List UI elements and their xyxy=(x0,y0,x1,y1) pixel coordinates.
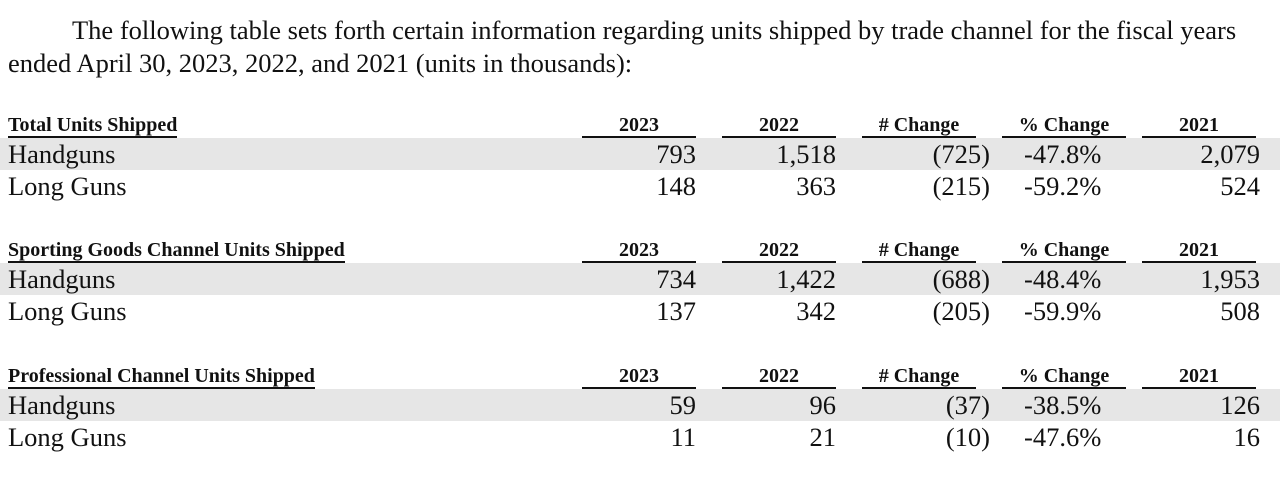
col-header-2022: 2022 xyxy=(722,365,836,389)
value-2022: 1,518 xyxy=(776,139,836,169)
value-2023: 137 xyxy=(656,296,696,326)
value-2022: 96 xyxy=(809,390,837,420)
value-pct-change: -47.8% xyxy=(1024,139,1102,169)
col-header-pct-change: % Change xyxy=(1002,239,1126,263)
value-2022: 363 xyxy=(796,171,836,201)
value-change: (10) xyxy=(945,422,990,452)
value-2021: 16 xyxy=(1233,422,1261,452)
col-header-2023: 2023 xyxy=(582,239,696,263)
col-header-change: # Change xyxy=(862,114,976,138)
value-pct-change: -47.6% xyxy=(1024,422,1102,452)
col-header-change: # Change xyxy=(862,239,976,263)
table-row: Long Guns 148 363 (215) -59.2% 524 xyxy=(0,170,1280,202)
value-2021: 2,079 xyxy=(1200,139,1260,169)
row-label: Handguns xyxy=(8,139,116,169)
value-change: (725) xyxy=(932,139,990,169)
value-change: (688) xyxy=(932,264,990,294)
value-2023: 11 xyxy=(670,422,696,452)
value-pct-change: -48.4% xyxy=(1024,264,1102,294)
value-2023: 793 xyxy=(656,139,696,169)
value-pct-change: -59.2% xyxy=(1024,171,1102,201)
row-label: Long Guns xyxy=(8,296,127,326)
intro-paragraph: The following table sets forth certain i… xyxy=(8,15,1237,78)
value-2023: 148 xyxy=(656,171,696,201)
col-header-2021: 2021 xyxy=(1142,239,1256,263)
value-change: (205) xyxy=(932,296,990,326)
value-2021: 524 xyxy=(1220,171,1260,201)
row-label: Handguns xyxy=(8,264,116,294)
value-pct-change: -59.9% xyxy=(1024,296,1102,326)
col-header-2023: 2023 xyxy=(582,114,696,138)
table-row: Handguns 59 96 (37) -38.5% 126 xyxy=(0,389,1280,421)
value-2023: 59 xyxy=(669,390,697,420)
value-2021: 126 xyxy=(1220,390,1260,420)
value-pct-change: -38.5% xyxy=(1024,390,1102,420)
value-2023: 734 xyxy=(656,264,696,294)
section-title: Total Units Shipped xyxy=(8,114,178,138)
value-2022: 21 xyxy=(809,422,837,452)
sporting-goods-section: Sporting Goods Channel Units Shipped 202… xyxy=(0,239,1280,331)
col-header-pct-change: % Change xyxy=(1002,114,1126,138)
row-label: Handguns xyxy=(8,390,116,420)
value-2021: 1,953 xyxy=(1200,264,1260,294)
table-row: Handguns 793 1,518 (725) -47.8% 2,079 xyxy=(0,138,1280,170)
col-header-2023: 2023 xyxy=(582,365,696,389)
row-label: Long Guns xyxy=(8,171,127,201)
value-2021: 508 xyxy=(1220,296,1260,326)
row-label: Long Guns xyxy=(8,422,127,452)
value-change: (215) xyxy=(932,171,990,201)
col-header-2021: 2021 xyxy=(1142,365,1256,389)
table-row: Long Guns 137 342 (205) -59.9% 508 xyxy=(0,295,1280,327)
professional-channel-section: Professional Channel Units Shipped 2023 … xyxy=(0,365,1280,457)
value-2022: 342 xyxy=(796,296,836,326)
value-2022: 1,422 xyxy=(776,264,836,294)
total-units-section: Total Units Shipped 2023 2022 # Change %… xyxy=(0,114,1280,206)
section-title: Professional Channel Units Shipped xyxy=(8,365,315,389)
col-header-2022: 2022 xyxy=(722,239,836,263)
table-row: Handguns 734 1,422 (688) -48.4% 1,953 xyxy=(0,263,1280,295)
table-row: Long Guns 11 21 (10) -47.6% 16 xyxy=(0,421,1280,453)
col-header-pct-change: % Change xyxy=(1002,365,1126,389)
col-header-change: # Change xyxy=(862,365,976,389)
section-title: Sporting Goods Channel Units Shipped xyxy=(8,239,345,263)
col-header-2021: 2021 xyxy=(1142,114,1256,138)
col-header-2022: 2022 xyxy=(722,114,836,138)
value-change: (37) xyxy=(945,390,990,420)
